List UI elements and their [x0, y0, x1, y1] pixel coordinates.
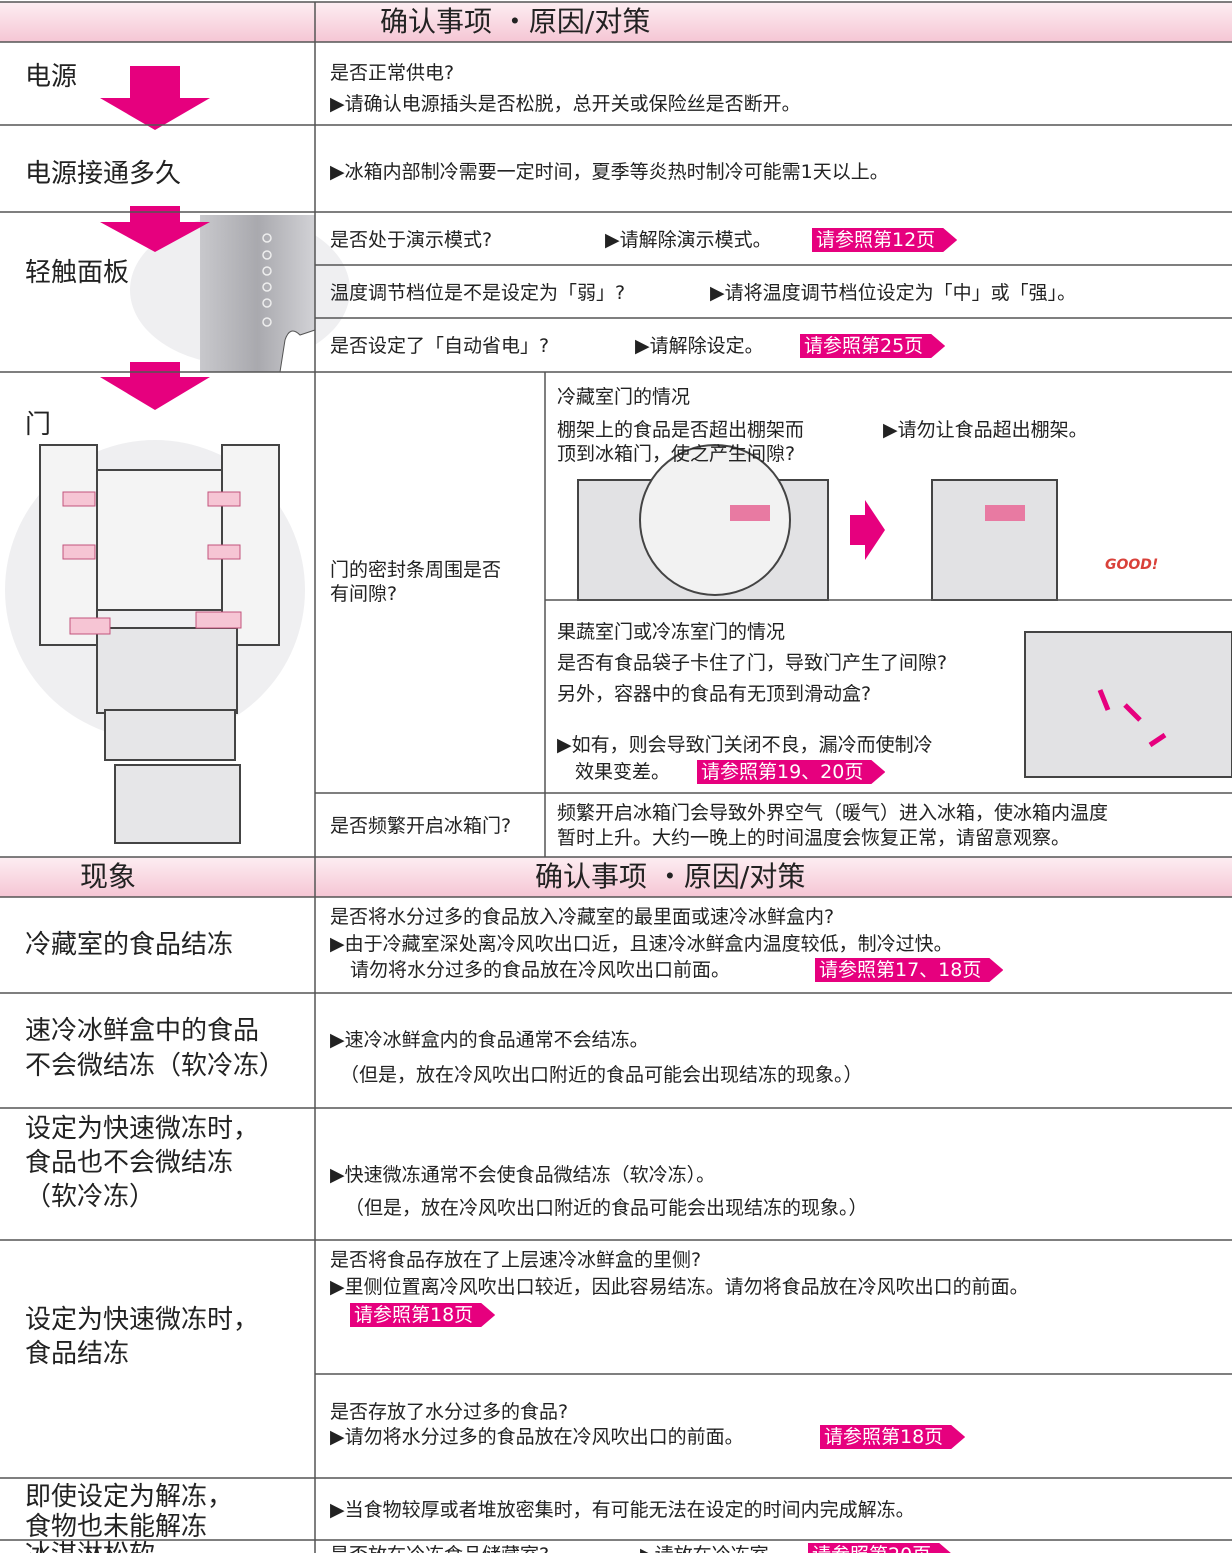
- header-title: 确认事项 ・原因/对策: [535, 860, 806, 893]
- check: 是否放在冷冻食品储藏室?: [330, 1543, 549, 1553]
- check: 是否设定了「自动省电」?: [330, 335, 550, 357]
- check: 是否有食品袋子卡住了门，导致门产生了间隙?: [557, 652, 948, 674]
- action: ▶请解除设定。: [635, 335, 764, 357]
- page-ref: 请参照第19、20页: [697, 760, 885, 784]
- check: 顶到冰箱门，使之产生间隙?: [557, 443, 796, 465]
- check: 另外，容器中的食品有无顶到滑动盒?: [557, 683, 872, 705]
- action: ▶请将温度调节档位设定为「中」或「强」。: [710, 282, 1077, 304]
- row-label: 轻触面板: [25, 258, 130, 288]
- page-ref: 请参照第17、18页: [815, 958, 1003, 982]
- image-label: GOOD!: [1105, 557, 1159, 573]
- row-label: 门: [25, 410, 52, 440]
- header-symptom: 现象: [80, 860, 137, 893]
- row-label: 电源接通多久: [25, 159, 182, 189]
- action: ▶如有，则会导致门关闭不良，漏冷而使制冷: [557, 734, 933, 756]
- page-ref: 请参照第18页: [820, 1425, 965, 1449]
- action: （但是，放在冷风吹出口附近的食品可能会出现结冻的现象。）: [345, 1197, 868, 1219]
- row-label: 食品也不会微结冻: [25, 1148, 234, 1178]
- action: ▶请确认电源插头是否松脱，总开关或保险丝是否断开。: [330, 93, 801, 115]
- row-label: 冷藏室的食品结冻: [25, 930, 234, 960]
- action: ▶请放在冷冻室。: [640, 1543, 788, 1553]
- action: ▶请解除演示模式。: [605, 229, 772, 251]
- check: 是否将食品存放在了上层速冷冰鲜盒的里侧?: [330, 1249, 702, 1271]
- row-label: 不会微结冻（软冷冻）: [25, 1051, 286, 1081]
- explanation: 暂时上升。大约一晚上的时间温度会恢复正常，请留意观察。: [557, 827, 1071, 849]
- check: 是否处于演示模式?: [330, 229, 493, 251]
- action: ▶由于冷藏室深处离冷风吹出口近，且速冷冰鲜盒内温度较低，制冷过快。: [330, 933, 953, 955]
- check: 有间隙?: [330, 583, 398, 605]
- row-label: 设定为快速微冻时，: [25, 1305, 260, 1335]
- action: ▶请勿将水分过多的食品放在冷风吹出口的前面。: [330, 1426, 744, 1448]
- explanation: 频繁开启冰箱门会导致外界空气（暖气）进入冰箱，使冰箱内温度: [557, 802, 1109, 824]
- row-label: 设定为快速微冻时，: [25, 1114, 260, 1144]
- action: ▶冰箱内部制冷需要一定时间，夏季等炎热时制冷可能需1天以上。: [330, 161, 889, 183]
- action: （但是，放在冷风吹出口附近的食品可能会出现结冻的现象。）: [340, 1064, 863, 1086]
- action: ▶当食物较厚或者堆放密集时，有可能无法在设定的时间内完成解冻。: [330, 1499, 915, 1521]
- page-ref: 请参照第20页: [808, 1543, 953, 1553]
- action: ▶里侧位置离冷风吹出口较近，因此容易结冻。请勿将食品放在冷风吹出口的前面。: [330, 1276, 1029, 1298]
- page-ref: 请参照第18页: [350, 1303, 495, 1327]
- check: 是否将水分过多的食品放入冷藏室的最里面或速冷冰鲜盒内?: [330, 906, 835, 928]
- row-label: 即使设定为解冻，: [25, 1482, 234, 1512]
- check: 是否频繁开启冰箱门?: [330, 815, 512, 837]
- action: 请勿将水分过多的食品放在冷风吹出口前面。: [350, 959, 731, 981]
- header-title: 确认事项 ・原因/对策: [380, 5, 651, 38]
- action: ▶速冷冰鲜盒内的食品通常不会结冻。: [330, 1029, 649, 1051]
- row-label: 冰淇淋松软: [25, 1538, 155, 1553]
- case-title: 冷藏室门的情况: [557, 386, 691, 408]
- row-label: 电源: [25, 62, 78, 92]
- action: 效果变差。: [575, 761, 671, 783]
- row-label: 食物也未能解冻: [25, 1512, 208, 1542]
- check: 棚架上的食品是否超出棚架而: [557, 419, 805, 441]
- action: ▶请勿让食品超出棚架。: [883, 419, 1088, 441]
- check: 是否存放了水分过多的食品?: [330, 1401, 569, 1423]
- check: 门的密封条周围是否: [330, 559, 502, 581]
- row-label: 速冷冰鲜盒中的食品: [25, 1016, 260, 1046]
- check: 是否正常供电?: [330, 62, 455, 84]
- action: ▶快速微冻通常不会使食品微结冻（软冷冻）。: [330, 1164, 716, 1186]
- row-label: （软冷冻）: [25, 1182, 156, 1212]
- page-ref: 请参照第12页: [812, 228, 957, 252]
- row-label: 食品结冻: [25, 1339, 130, 1369]
- case-title: 果蔬室门或冷冻室门的情况: [557, 621, 786, 643]
- check: 温度调节档位是不是设定为「弱」?: [330, 282, 626, 304]
- page-ref: 请参照第25页: [800, 334, 945, 358]
